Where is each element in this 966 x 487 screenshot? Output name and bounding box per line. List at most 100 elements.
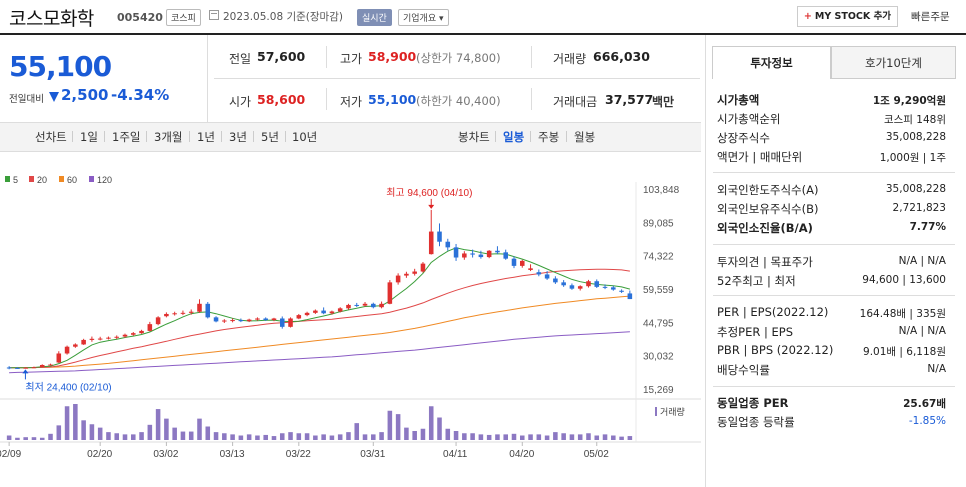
legend-label: 120 <box>97 175 112 185</box>
plus-icon: + <box>803 11 812 22</box>
volume-bar <box>188 431 194 440</box>
candle-body <box>23 367 28 369</box>
volume-bar <box>304 433 310 440</box>
invest-value: 35,008,228 <box>885 183 946 195</box>
stat-divider <box>531 46 532 68</box>
volume-bar <box>31 437 37 440</box>
upper-limit: (상한가 74,800) <box>416 51 501 65</box>
y-tick-label: 30,032 <box>643 352 674 363</box>
volume-bar <box>147 424 153 440</box>
volume-bar <box>395 414 401 440</box>
volume-bar <box>561 433 566 440</box>
volume-label: 거래량 <box>553 52 587 66</box>
price-chart[interactable]: 5 20 60 120 103,848 89,085 74,322 59,559 44,795 3… <box>0 152 701 487</box>
candle-body <box>519 260 525 266</box>
candle-body <box>263 318 268 321</box>
volume-bar <box>470 433 475 440</box>
candle-body <box>544 274 550 279</box>
toolbar-divider <box>189 131 190 142</box>
toolbar-divider <box>72 131 73 142</box>
tab-invest-info[interactable]: 투자정보 <box>712 46 831 79</box>
candle-body <box>420 263 426 272</box>
candle-body <box>536 272 542 275</box>
volume-bar <box>279 433 285 440</box>
invest-value: 9.01배 | 6,118원 <box>863 346 946 358</box>
candle-body <box>379 303 384 308</box>
period-3y[interactable]: 3년 <box>229 130 247 144</box>
candle-monthly[interactable]: 월봉 <box>574 130 596 144</box>
toolbar-divider <box>253 131 254 142</box>
volume-bar <box>81 420 86 440</box>
candle-chart-label[interactable]: 봉차트 <box>458 130 490 144</box>
change-label: 전일대비 <box>9 94 44 105</box>
candle-body <box>354 304 360 306</box>
invest-value: 2,721,823 <box>892 202 946 214</box>
x-tick-label: 04/20 <box>509 449 534 460</box>
candle-body <box>188 311 194 313</box>
volume-bar <box>321 434 326 440</box>
mystock-add-button[interactable]: + MY STOCK 추가 <box>797 6 898 27</box>
change-percent: -4.34% <box>111 86 170 104</box>
volume-bar <box>569 434 575 440</box>
realtime-button[interactable]: 실시간 <box>357 9 392 26</box>
volume-bar <box>139 432 144 440</box>
period-3m[interactable]: 3개월 <box>154 130 183 144</box>
down-triangle-icon <box>49 92 59 102</box>
quick-order-link[interactable]: 빠른주문 <box>911 11 950 23</box>
invest-divider <box>713 244 955 245</box>
period-1d[interactable]: 1일 <box>80 130 98 144</box>
legend-label: 20 <box>37 175 47 185</box>
candle-daily[interactable]: 일봉 <box>503 130 525 144</box>
candle-body <box>31 367 37 369</box>
volume-bar <box>164 418 169 440</box>
invest-label: 상장주식수 <box>717 131 770 145</box>
current-price: 55,100 <box>9 50 112 83</box>
volume-bar <box>412 431 417 440</box>
candle-weekly[interactable]: 주봉 <box>538 130 560 144</box>
tab-order-book[interactable]: 호가10단계 <box>831 46 956 79</box>
candle-body <box>64 346 70 354</box>
invest-label: 동일업종 등락률 <box>717 415 795 429</box>
toolbar-divider <box>566 131 567 142</box>
period-10y[interactable]: 10년 <box>292 130 318 144</box>
volume-bar <box>420 428 426 440</box>
volume-bar <box>246 434 252 440</box>
volume-bar <box>503 434 508 440</box>
volume-bar <box>544 435 550 440</box>
invest-label: 추정PER | EPS <box>717 325 794 339</box>
change-value: 2,500 <box>61 86 109 104</box>
x-tick-label: 03/13 <box>220 449 245 460</box>
volume-bar <box>553 432 558 440</box>
period-5y[interactable]: 5년 <box>261 130 279 144</box>
candle-body <box>255 318 260 320</box>
volume-bar <box>346 432 351 440</box>
candle-body <box>296 315 302 319</box>
prev-close-label: 전일 <box>229 52 252 66</box>
candle-body <box>594 281 600 287</box>
x-tick-label: 05/02 <box>584 449 609 460</box>
invest-label: 외국인한도주식수(A) <box>717 183 819 197</box>
volume-bar <box>155 409 161 440</box>
candle-body <box>619 290 624 292</box>
period-1w[interactable]: 1주일 <box>112 130 141 144</box>
ma20-line <box>9 268 630 369</box>
volume-bar <box>594 435 600 440</box>
volume-bar <box>486 434 492 440</box>
candle-body <box>238 320 244 322</box>
volume-bar <box>528 434 533 440</box>
line-chart-label[interactable]: 선차트 <box>35 130 67 144</box>
header-divider <box>0 33 966 35</box>
candle-body <box>56 353 62 363</box>
period-1y[interactable]: 1년 <box>197 130 215 144</box>
chart-toolbar <box>0 122 701 152</box>
high-annotation: 최고 94,600 (04/10) <box>386 187 472 199</box>
volume-bar <box>73 404 78 440</box>
candle-body <box>180 312 186 314</box>
stat-divider <box>326 46 327 68</box>
stock-name: 코스모화학 <box>9 8 94 30</box>
invest-panel <box>705 35 963 487</box>
invest-value: 7.77% <box>909 221 946 233</box>
legend-label: 5 <box>13 175 18 185</box>
volume-bar <box>106 432 111 440</box>
corp-overview-dropdown[interactable]: 기업개요 ▾ <box>398 9 449 26</box>
